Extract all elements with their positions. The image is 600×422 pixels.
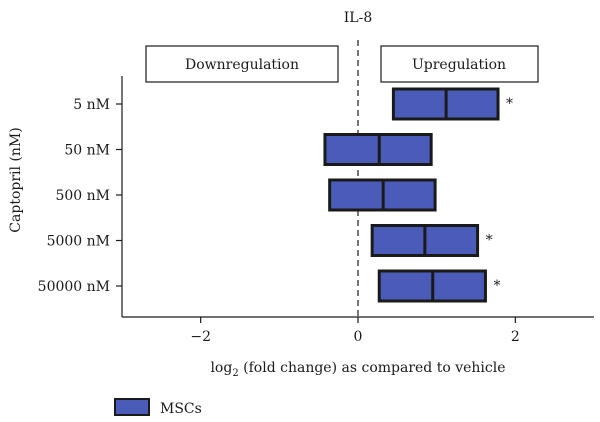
x-tick-label-0: −2 bbox=[190, 329, 211, 345]
legend-swatch-msc bbox=[114, 398, 150, 416]
axes: −2 0 2 bbox=[116, 76, 594, 345]
downregulation-box bbox=[145, 45, 339, 83]
upregulation-box bbox=[380, 45, 539, 83]
chart-title: IL-8 bbox=[344, 10, 372, 26]
legend-label-msc: MSCs bbox=[160, 401, 202, 417]
y-tick-label-2: 500 nM bbox=[55, 188, 110, 204]
significance-mark-0: * bbox=[506, 96, 513, 112]
y-tick-label-3: 5000 nM bbox=[47, 234, 110, 250]
significance-mark-4: * bbox=[493, 278, 500, 294]
bars-group: * * * bbox=[323, 87, 513, 303]
legend: MSCs bbox=[114, 398, 202, 417]
y-tick-label-1: 50 nM bbox=[64, 143, 110, 159]
y-category-labels: 5 nM 50 nM 500 nM 5000 nM 50000 nM bbox=[38, 97, 110, 295]
annotation-boxes: Downregulation Upregulation bbox=[145, 45, 539, 83]
x-axis-label: log2 (fold change) as compared to vehicl… bbox=[210, 360, 505, 379]
y-tick-label-4: 50000 nM bbox=[38, 279, 110, 295]
y-tick-label-0: 5 nM bbox=[73, 97, 110, 113]
x-tick-label-1: 0 bbox=[354, 329, 363, 345]
x-tick-label-2: 2 bbox=[511, 329, 520, 345]
upregulation-label: Upregulation bbox=[412, 57, 506, 73]
y-axis-label: Captopril (nM) bbox=[8, 127, 24, 232]
downregulation-label: Downregulation bbox=[185, 57, 299, 73]
significance-mark-3: * bbox=[486, 233, 493, 249]
